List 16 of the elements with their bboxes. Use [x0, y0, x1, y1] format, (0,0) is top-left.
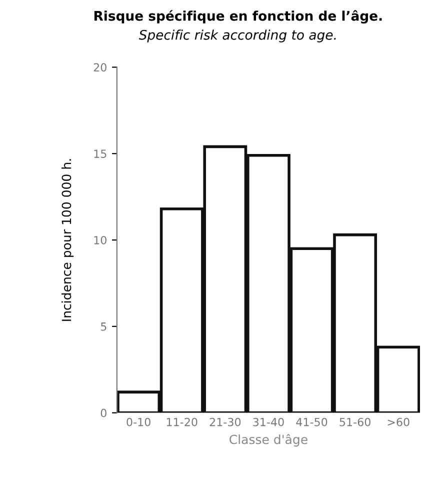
- x-tick-label: 51-60: [340, 418, 370, 426]
- x-tick-label: 21-30: [210, 418, 241, 426]
- y-tick-label: 20: [94, 63, 106, 72]
- x-tick-label: 41-50: [296, 418, 328, 426]
- x-tick-label: >60: [388, 418, 410, 426]
- chart-title: Risque spécifique en fonction de l’âge.: [94, 10, 382, 24]
- y-tick-label: 5: [100, 322, 106, 331]
- y-axis-title: Incidence pour 100 000 h.: [62, 159, 74, 321]
- y-tick-label: 15: [94, 150, 106, 158]
- chart-subtitle: Specific risk according to age.: [138, 30, 336, 42]
- x-axis-title: Classe d'âge: [230, 434, 308, 447]
- y-tick-label: 0: [100, 408, 106, 418]
- y-tick-label: 10: [94, 236, 106, 244]
- x-tick-label: 0-10: [126, 418, 150, 426]
- x-tick-label: 31-40: [253, 418, 284, 426]
- x-tick-label: 11-20: [166, 418, 198, 426]
